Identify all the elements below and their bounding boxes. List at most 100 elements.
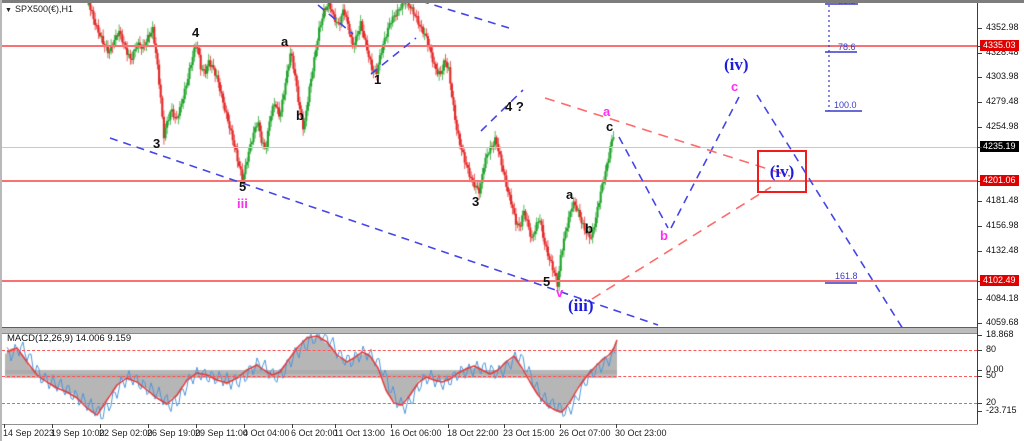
wave-label-black[interactable]: a [281, 34, 289, 49]
wave-label-blue[interactable]: (iii) [568, 296, 594, 315]
macd-axis-label: 20 [986, 397, 997, 407]
time-axis-tick [504, 424, 505, 428]
time-axis-label: 4 Oct 04:00 [243, 428, 290, 438]
wave-label-magenta[interactable]: a [603, 104, 611, 119]
axis-tick-mark [977, 201, 982, 202]
current-price-gridline [2, 147, 977, 148]
time-axis-label: 16 Oct 06:00 [390, 428, 442, 438]
axis-tick-mark [977, 403, 982, 404]
axis-tick-mark [977, 147, 982, 148]
price-axis-label: 4059.68 [986, 317, 1019, 327]
price-axis-column[interactable]: 4352.98 4335.03 4328.48 4303.98 4279.48 4254.… [977, 0, 1024, 441]
macd-level-dashed-line [2, 376, 977, 377]
symbol-label[interactable]: ▼ SPX500(€),H1 [5, 4, 73, 14]
fibonacci-level-label: 100.0 [834, 100, 857, 110]
price-axis-label: 4132.48 [986, 245, 1019, 255]
wave-label-black[interactable]: b [296, 108, 304, 123]
wave-label-black[interactable]: 4 [192, 25, 200, 40]
time-axis-tick [335, 424, 336, 428]
time-axis-tick [100, 424, 101, 428]
time-axis-tick [292, 424, 293, 428]
wave-label-black[interactable]: a [566, 187, 574, 202]
price-chart-canvas[interactable] [2, 3, 977, 327]
macd-axis-label: 80 [986, 344, 997, 354]
price-axis-label: 4254.98 [986, 121, 1019, 131]
fibonacci-level-label: 61.8 [838, 0, 856, 6]
axis-tick-mark [977, 102, 982, 103]
wave-label-magenta[interactable]: iii [237, 196, 248, 211]
time-axis-tick [196, 424, 197, 428]
time-axis-label: 26 Sep 19:00 [147, 428, 201, 438]
wave-label-black[interactable]: 3 [153, 136, 161, 151]
fibonacci-level-label: 78.6 [838, 42, 856, 52]
time-axis-tick [244, 424, 245, 428]
axis-tick-mark [977, 376, 982, 377]
time-axis-tick [560, 424, 561, 428]
price-axis-label: 4279.48 [986, 96, 1019, 106]
fibonacci-level-label: 161.8 [835, 271, 858, 281]
macd-axis-label: 0.00 [986, 364, 1004, 374]
price-axis-label: 4235.19 [980, 141, 1019, 152]
wave-label-black[interactable]: 4 ? [505, 99, 524, 114]
price-axis-label: 4084.18 [986, 293, 1019, 303]
price-axis-label: 4352.98 [986, 22, 1019, 32]
time-axis-label: 6 Oct 20:00 [291, 428, 338, 438]
price-axis-label: 4335.03 [980, 40, 1019, 51]
time-axis-label: 19 Sep 10:00 [51, 428, 105, 438]
time-axis-tick [148, 424, 149, 428]
macd-axis-label: 18.868 [986, 329, 1014, 339]
price-axis-label: 4303.98 [986, 71, 1019, 81]
wave-label-black[interactable]: 5 [543, 274, 551, 289]
time-axis-label: 11 Oct 13:00 [334, 428, 385, 438]
support-resistance-line[interactable] [2, 45, 977, 47]
window-top-border [0, 0, 1024, 3]
macd-axis-label: -23.715 [986, 405, 1017, 415]
wave-label-black[interactable]: b [585, 221, 593, 236]
time-axis-tick [448, 424, 449, 428]
price-axis-border [977, 3, 978, 424]
axis-tick-mark [977, 181, 982, 182]
pane-splitter[interactable] [0, 327, 1024, 334]
axis-tick-mark [977, 251, 982, 252]
axis-tick-mark [977, 299, 982, 300]
wave-label-black[interactable]: 1 [374, 72, 382, 87]
axis-tick-mark [977, 411, 982, 412]
time-axis-label: 29 Sep 11:00 [195, 428, 248, 438]
wave-label-magenta[interactable]: c [731, 79, 739, 94]
macd-level-dashed-line [2, 350, 977, 351]
time-axis-label: 23 Oct 15:00 [503, 428, 555, 438]
wave-label-blue[interactable]: (iv) [724, 55, 749, 74]
price-axis-label: 4102.49 [980, 275, 1019, 286]
window-left-border [0, 0, 2, 441]
axis-tick-mark [977, 323, 982, 324]
wave-label-black[interactable]: c [606, 119, 614, 134]
time-axis-tick [616, 424, 617, 428]
price-axis-label: 4181.48 [986, 195, 1019, 205]
time-axis-tick [391, 424, 392, 428]
triangle-down-icon[interactable]: ▼ [5, 7, 12, 14]
axis-tick-mark [977, 28, 982, 29]
axis-tick-mark [977, 46, 982, 47]
macd-axis-label: 50 [986, 370, 997, 380]
time-axis-label: 14 Sep 2023 [3, 428, 55, 438]
price-axis-label: 4156.98 [986, 220, 1019, 230]
support-resistance-line[interactable] [2, 180, 977, 182]
price-axis-label: 4328.48 [986, 47, 1019, 57]
wave-label-black[interactable]: 5 [239, 179, 247, 194]
time-axis-label: 26 Oct 07:00 [559, 428, 611, 438]
indicator-label: MACD(12,26,9) 14.006 9.159 [7, 333, 132, 344]
time-axis-label: 22 Sep 02:00 [99, 428, 153, 438]
symbol-timeframe-text: SPX500(€),H1 [14, 4, 73, 14]
axis-tick-mark [977, 350, 982, 351]
time-axis-border [0, 424, 1024, 425]
time-axis-tick [52, 424, 53, 428]
macd-indicator-canvas[interactable] [2, 332, 977, 423]
axis-tick-mark [977, 226, 982, 227]
wave-label-black[interactable]: 3 [472, 194, 480, 209]
wave-iv-target-box[interactable]: (iv) [757, 150, 807, 193]
wave-label-magenta[interactable]: v [556, 285, 564, 300]
support-resistance-line[interactable] [2, 280, 977, 282]
wave-label-magenta[interactable]: b [660, 228, 668, 243]
time-axis-label: 30 Oct 23:00 [615, 428, 667, 438]
